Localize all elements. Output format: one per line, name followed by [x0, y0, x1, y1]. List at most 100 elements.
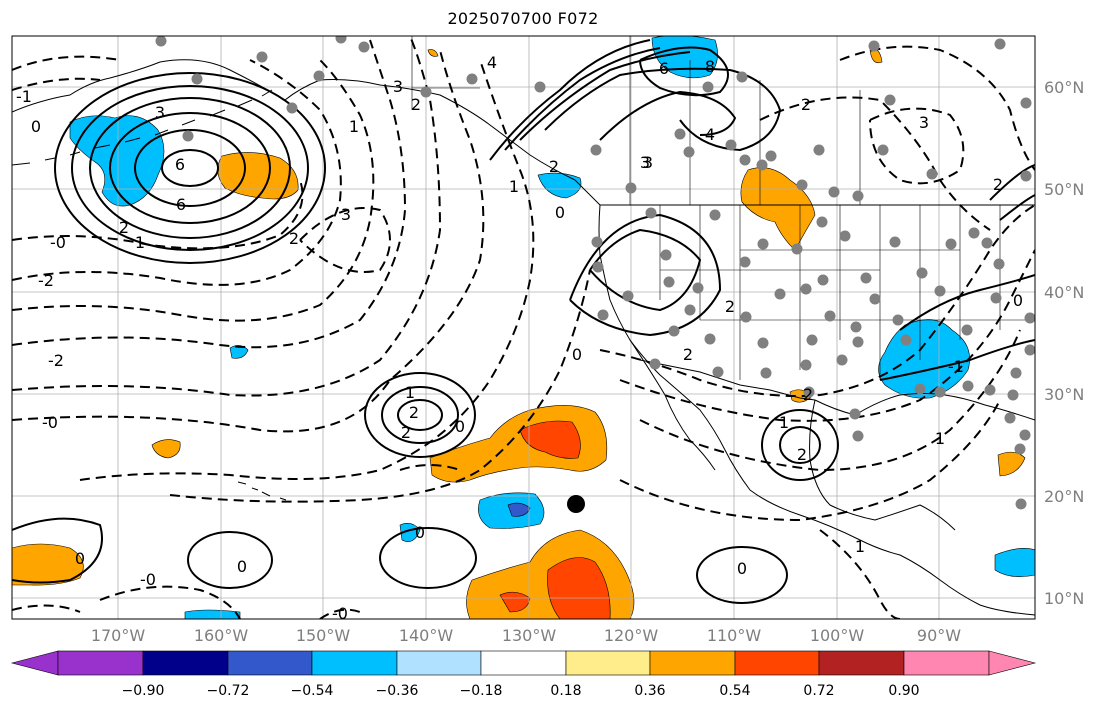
- mexico-gulf-coast: [809, 399, 956, 531]
- contour-label: 1: [349, 117, 359, 136]
- contour-label: 0: [75, 549, 85, 568]
- lat-label-60n: 60°N: [1044, 78, 1085, 97]
- contour-label: -1: [16, 87, 32, 106]
- colorbar-swatch: [142, 650, 229, 676]
- contour-label: -0: [42, 413, 58, 432]
- lon-label-110w: 110°W: [706, 626, 762, 645]
- warm-shade-west: [12, 543, 84, 586]
- contour-label: 2: [549, 157, 559, 176]
- colorbar-tick-label: 0.90: [888, 683, 920, 699]
- hawaii-islands: [237, 481, 287, 501]
- cool-spot-3: [184, 609, 241, 619]
- colorbar-swatch: [903, 650, 990, 676]
- colorbar-swatch: [396, 650, 482, 676]
- lon-label-100w: 100°W: [809, 626, 865, 645]
- contour-label: 0: [455, 417, 465, 436]
- contour-label: 6: [175, 155, 185, 174]
- colorbar-swatch: [227, 650, 313, 676]
- lon-label-150w: 150°W: [295, 626, 351, 645]
- map-title: 2025070700 F072: [447, 9, 599, 28]
- contour-label: 1: [855, 537, 865, 556]
- west-coast: [598, 204, 1035, 616]
- contour-label: 2: [411, 95, 421, 114]
- us-mexico-border: [639, 359, 816, 401]
- west-us-contours: [569, 213, 722, 337]
- contour-label: 2: [401, 423, 411, 442]
- canada-high-contours: [489, 39, 782, 161]
- colorbar-swatch: [818, 650, 905, 676]
- colorbar-swatch: [57, 650, 144, 676]
- colorbar-tick-label: 0.54: [719, 683, 751, 699]
- contour-label: 6: [659, 59, 669, 78]
- contour-label: 2: [801, 95, 811, 114]
- lat-label-20n: 20°N: [1044, 487, 1085, 506]
- contour-label: 0: [555, 203, 565, 222]
- lat-label-30n: 30°N: [1044, 385, 1085, 404]
- lat-label-10n: 10°N: [1044, 589, 1085, 608]
- south-ring-left: [12, 517, 103, 584]
- contour-label: 2: [993, 175, 1003, 194]
- contour-label: 4: [487, 53, 497, 72]
- contour-label: 2: [409, 403, 419, 422]
- lon-label-160w: 160°W: [193, 626, 249, 645]
- colorbar: [10, 650, 1037, 676]
- warm-spot-2: [427, 49, 439, 57]
- lat-label-50n: 50°N: [1044, 180, 1085, 199]
- contour-label: 3: [643, 153, 653, 172]
- east-contours: [879, 164, 1035, 381]
- contour-label: 0: [31, 117, 41, 136]
- contour-label: 1: [135, 233, 145, 252]
- contour-label: 2: [683, 345, 693, 364]
- contour-label: -2: [48, 351, 64, 370]
- contour-label: 0: [415, 523, 425, 542]
- colorbar-tick-label: 0.18: [550, 683, 582, 699]
- contour-label: 2: [797, 445, 807, 464]
- colorbar-swatch: [649, 650, 736, 676]
- contour-label: 2: [803, 385, 813, 404]
- storm-center-marker: [567, 495, 585, 513]
- contour-label: -0: [50, 233, 66, 252]
- baja-coast: [629, 339, 716, 471]
- map-frame: [12, 36, 1035, 619]
- map-border: [11, 35, 1036, 620]
- contour-label: 3: [393, 77, 403, 96]
- aleutian-chain: [12, 89, 273, 166]
- warm-spot-1: [151, 439, 181, 459]
- lon-label-170w: 170°W: [90, 626, 146, 645]
- contour-label: 3: [640, 153, 650, 172]
- contour-label: 0: [737, 559, 747, 578]
- contour-label: 2: [289, 229, 299, 248]
- contour-label: 3: [155, 103, 165, 122]
- contour-label: 1: [779, 413, 789, 432]
- contour-label: 3: [341, 205, 351, 224]
- colorbar-tick-label: −0.18: [459, 683, 503, 699]
- contour-label: 2: [725, 297, 735, 316]
- contour-label: 0: [572, 345, 582, 364]
- contour-label: 0: [237, 557, 247, 576]
- deep-cool-shade-central: [507, 502, 531, 517]
- colorbar-tick-label: −0.90: [121, 683, 165, 699]
- hot-shade-subtropical: [519, 420, 581, 459]
- contour-labels: 3 6 2 1 0 -1 -2 6 3 2 1 3 4 2 4 8 6 3 2 …: [16, 53, 1023, 623]
- positive-contours: [12, 39, 1035, 604]
- lon-label-130w: 130°W: [501, 626, 557, 645]
- negative-contours: [12, 36, 1035, 619]
- colorbar-tick-label: −0.36: [375, 683, 419, 699]
- station-dots: [155, 36, 1035, 510]
- coastlines: [12, 36, 1035, 616]
- contour-label: 1: [509, 177, 519, 196]
- contour-label: -0: [140, 570, 156, 589]
- colorbar-tick-label: −0.54: [290, 683, 334, 699]
- contour-label: -1: [948, 357, 964, 376]
- contour-label: 4: [705, 125, 715, 144]
- lon-label-120w: 120°W: [603, 626, 659, 645]
- cool-spot-2: [399, 523, 421, 542]
- colorbar-tick-label: −0.72: [206, 683, 250, 699]
- colorbar-tick-label: 0.36: [634, 683, 666, 699]
- colorbar-tick-label: 0.72: [803, 683, 835, 699]
- contour-label: -0: [332, 604, 348, 623]
- lat-label-40n: 40°N: [1044, 283, 1085, 302]
- contour-label: 3: [919, 113, 929, 132]
- contour-label: 1: [935, 429, 945, 448]
- lon-label-90w: 90°W: [916, 626, 962, 645]
